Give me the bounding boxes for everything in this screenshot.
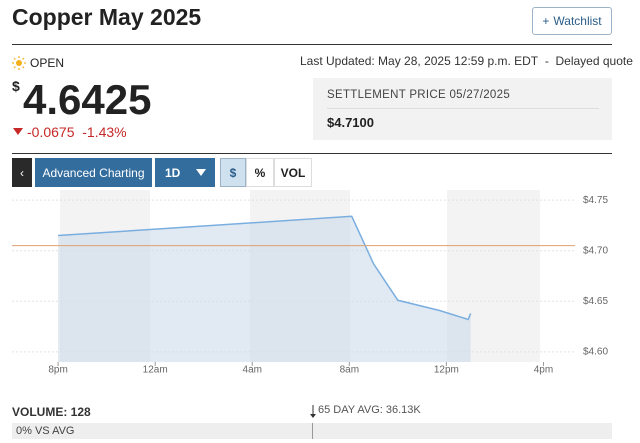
price: 4.6425 bbox=[23, 76, 152, 123]
y-tick-label: $4.60 bbox=[583, 347, 608, 358]
y-tick-label: $4.70 bbox=[583, 245, 608, 256]
range-select[interactable]: 1D bbox=[155, 158, 215, 187]
caret bbox=[196, 169, 207, 176]
x-tick-label: 8am bbox=[340, 365, 359, 376]
x-tick-label: 4am bbox=[243, 365, 262, 376]
x-tick-label: 12am bbox=[143, 365, 168, 376]
last-updated: Last Updated: May 28, 2025 12:59 p.m. ED… bbox=[300, 54, 633, 68]
settlement-box: SETTLEMENT PRICE 05/27/2025 $4.7100 bbox=[313, 78, 612, 140]
chart: $4.60 $4.65 $4.70 $4.75 8pm 12am 4am 8am 12pm 4pm bbox=[12, 190, 608, 376]
mode-dollar[interactable]: $ bbox=[220, 158, 246, 187]
change-value: -0.0675 bbox=[27, 124, 75, 140]
y-tick-label: $4.75 bbox=[583, 195, 608, 206]
watchlist-button[interactable]: + Watchlist bbox=[532, 7, 612, 35]
volume-vs-avg: 0% VS AVG bbox=[16, 425, 75, 437]
volume-label: VOLUME: 128 bbox=[12, 405, 91, 419]
change-percent: -1.43% bbox=[82, 124, 127, 140]
advanced-charting[interactable]: Advanced Charting bbox=[35, 158, 152, 187]
volume-average: 65 DAY AVG: 36.13K bbox=[318, 404, 421, 416]
separator: - bbox=[544, 54, 549, 68]
change: -0.0675 -1.43% bbox=[27, 124, 127, 140]
down-arrow bbox=[13, 128, 23, 135]
settlement-label: SETTLEMENT PRICE 05/27/2025 bbox=[327, 89, 511, 101]
status: OPEN bbox=[30, 56, 65, 70]
rule bbox=[12, 44, 612, 45]
area bbox=[58, 216, 471, 362]
back-button[interactable]: ‹ bbox=[12, 158, 32, 187]
updated-text: Last Updated: May 28, 2025 12:59 p.m. ED… bbox=[300, 54, 539, 68]
x-tick-label: 8pm bbox=[48, 365, 67, 376]
mode-vol[interactable]: VOL bbox=[274, 158, 312, 187]
volume-bar bbox=[12, 423, 612, 439]
y-tick-label: $4.65 bbox=[583, 296, 608, 307]
range-label: 1D bbox=[165, 165, 181, 180]
title: Copper May 2025 bbox=[12, 4, 202, 30]
settlement-value: $4.7100 bbox=[327, 115, 374, 130]
watchlist-label: Watchlist bbox=[553, 14, 602, 28]
avg-marker bbox=[310, 405, 316, 418]
currency: $ bbox=[12, 78, 20, 94]
mode-percent[interactable]: % bbox=[246, 158, 274, 187]
x-tick-label: 12pm bbox=[434, 365, 459, 376]
sun-icon bbox=[12, 56, 26, 70]
delayed-text: Delayed quote bbox=[555, 54, 633, 68]
rule bbox=[12, 153, 612, 154]
x-tick-label: 4pm bbox=[534, 365, 553, 376]
avg-line bbox=[312, 423, 313, 439]
price-line bbox=[58, 215, 472, 321]
rule bbox=[327, 108, 599, 109]
